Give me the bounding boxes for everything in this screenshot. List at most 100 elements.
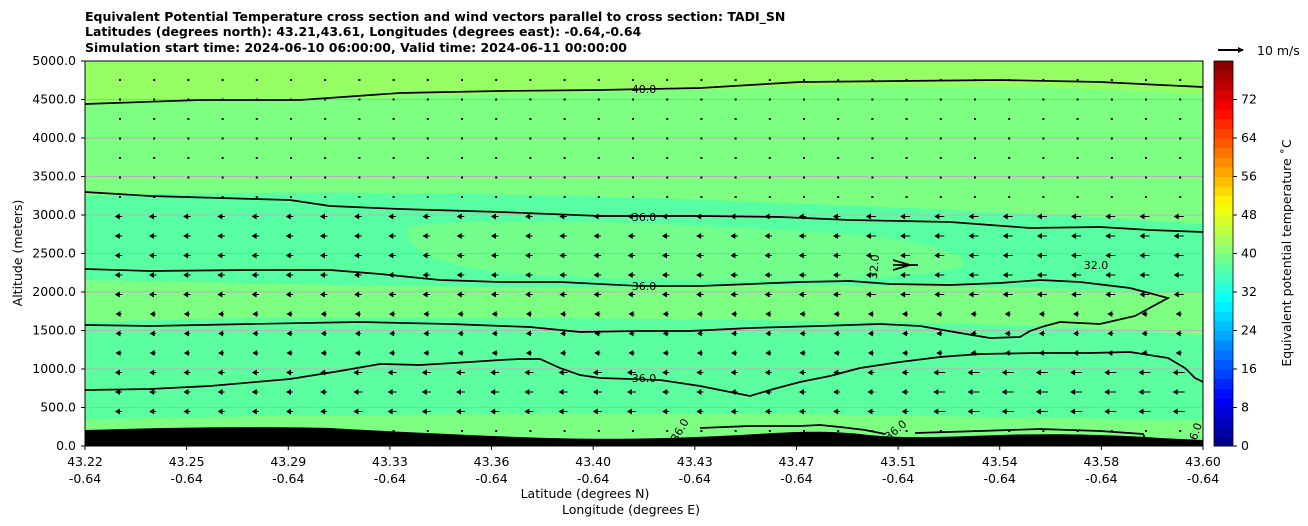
wind-vector-head: [730, 252, 736, 259]
wind-vector-dot: [974, 176, 976, 179]
wind-vector: [939, 137, 942, 140]
wind-vector: [324, 118, 327, 120]
wind-vector: [1071, 233, 1082, 239]
wind-vector-head: [353, 408, 359, 415]
wind-vector-head: [661, 272, 667, 278]
x-tick-label-lat: 43.60: [1185, 454, 1221, 469]
wind-vector-dot: [974, 157, 976, 159]
wind-vector: [392, 137, 395, 140]
wind-vector-dot: [1076, 98, 1079, 101]
colorbar-ticks: 0 8 16 24 32 40 48 56 64 72: [1233, 92, 1257, 453]
wind-vector: [1042, 196, 1045, 198]
wind-vector: [286, 408, 293, 415]
wind-vector: [422, 252, 431, 259]
x-tick-label-lat: 43.58: [1083, 454, 1119, 469]
wind-vector-head: [423, 330, 429, 337]
wind-vector: [1073, 330, 1080, 337]
wind-vector-dot: [768, 157, 771, 159]
wind-vector-head: [730, 272, 736, 278]
wind-vector-dot: [495, 98, 498, 101]
wind-vector-dot: [666, 157, 669, 159]
wind-vector: [1008, 430, 1011, 432]
wind-vector-dot: [632, 98, 634, 101]
wind-vector: [593, 272, 602, 278]
wind-vector: [700, 79, 703, 81]
wind-vector: [1076, 196, 1079, 198]
wind-vector-dot: [632, 137, 634, 140]
wind-vector-dot: [529, 196, 532, 198]
wind-vector: [666, 118, 669, 120]
wind-vector-head: [594, 311, 600, 317]
wind-vector-dot: [358, 118, 361, 120]
wind-vector-head: [388, 233, 394, 239]
wind-vector: [183, 389, 191, 395]
wind-vector: [149, 350, 156, 356]
wind-vector-head: [1139, 272, 1145, 278]
wind-vector-head: [936, 311, 942, 317]
wind-vector: [388, 213, 396, 220]
wind-vector: [461, 157, 463, 159]
wind-vector-dot: [597, 176, 600, 179]
wind-vector: [730, 291, 738, 298]
wind-vector: [392, 157, 395, 159]
wind-vector-head: [628, 330, 634, 337]
wind-vector: [934, 272, 945, 278]
wind-vector-head: [1035, 369, 1041, 376]
wind-vector: [934, 291, 945, 298]
wind-vector: [320, 311, 327, 317]
wind-vector: [803, 137, 805, 140]
wind-vector-head: [217, 213, 223, 220]
wind-vector-head: [218, 311, 224, 317]
wind-vector-head: [833, 389, 839, 395]
wind-vector: [871, 137, 874, 140]
wind-vector-head: [183, 408, 189, 415]
wind-vector: [1145, 118, 1147, 120]
wind-vector-dot: [426, 118, 429, 120]
wind-vector-dot: [1179, 157, 1182, 159]
wind-vector-head: [934, 252, 940, 259]
wind-vector: [217, 213, 225, 220]
wind-vector-head: [149, 408, 155, 415]
wind-vector-head: [1004, 311, 1010, 317]
wind-vector: [461, 176, 463, 179]
wind-vector: [114, 252, 123, 259]
colorbar-label: Equivalent potential temperature ˚C: [1279, 139, 1294, 367]
wind-vector: [974, 137, 976, 140]
wind-vector-head: [661, 252, 667, 259]
wind-vector-dot: [1145, 137, 1147, 140]
wind-vector-dot: [734, 98, 737, 101]
wind-vector: [456, 291, 465, 298]
wind-vector: [421, 408, 431, 415]
wind-vector-dot: [187, 137, 190, 140]
wind-vector: [149, 408, 157, 415]
wind-vector-head: [798, 233, 804, 239]
wind-vector-dot: [392, 430, 395, 432]
wind-vector: [423, 330, 430, 337]
wind-vector-dot: [461, 98, 463, 101]
wind-vector-head: [389, 311, 395, 317]
wind-vector: [902, 330, 909, 337]
wind-vector: [389, 311, 396, 317]
colorbar-level: [1214, 359, 1233, 370]
wind-vector: [597, 79, 600, 81]
wind-vector-head: [1104, 369, 1110, 376]
wind-vector: [936, 311, 943, 317]
wind-vector-dot: [221, 137, 224, 140]
wind-vector-head: [1175, 311, 1181, 317]
contour-40: [85, 79, 1203, 105]
wind-vector-dot: [803, 98, 805, 101]
wind-vector-head: [1173, 252, 1179, 259]
wind-vector: [1173, 291, 1184, 298]
wind-vector-head: [560, 311, 566, 317]
wind-vector: [525, 213, 533, 220]
y-axis-label: Altitude (meters): [10, 200, 25, 307]
wind-vector-head: [524, 369, 530, 376]
wind-vector-dot: [563, 79, 566, 81]
wind-vector-head: [1173, 291, 1179, 298]
contour-label: 40.0: [632, 83, 657, 96]
wind-vector-dot: [871, 196, 874, 198]
wind-vector-dot: [974, 98, 976, 101]
wind-vector: [217, 369, 225, 376]
wind-vector: [1145, 176, 1147, 179]
colorbar-tick-label: 16: [1241, 361, 1257, 376]
